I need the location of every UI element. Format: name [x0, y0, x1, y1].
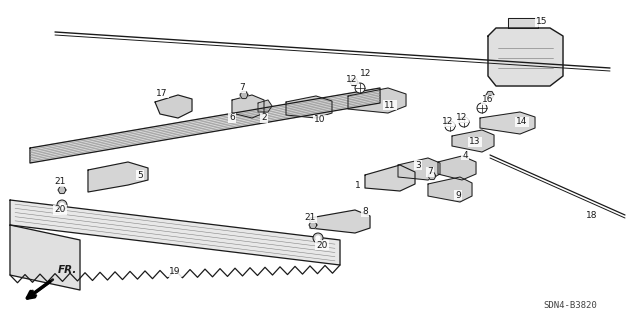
Circle shape: [355, 83, 365, 93]
Polygon shape: [309, 221, 317, 228]
Text: 10: 10: [314, 115, 326, 124]
Text: 19: 19: [169, 268, 180, 277]
Circle shape: [57, 200, 67, 210]
Text: 7: 7: [239, 84, 245, 93]
Text: 12: 12: [442, 117, 454, 127]
Circle shape: [316, 236, 320, 240]
Polygon shape: [58, 187, 66, 193]
Text: 20: 20: [316, 241, 328, 249]
Text: 8: 8: [362, 207, 368, 217]
Text: FR.: FR.: [58, 265, 77, 275]
Text: 12: 12: [346, 76, 358, 85]
Text: 1: 1: [355, 181, 361, 189]
Circle shape: [459, 117, 469, 127]
Polygon shape: [488, 28, 563, 86]
Text: 15: 15: [536, 18, 548, 26]
Text: 21: 21: [54, 177, 66, 187]
Text: 5: 5: [137, 170, 143, 180]
Circle shape: [313, 233, 323, 243]
Polygon shape: [350, 78, 358, 85]
Polygon shape: [286, 96, 332, 118]
Polygon shape: [30, 88, 380, 163]
Polygon shape: [428, 173, 436, 180]
Circle shape: [477, 103, 487, 113]
Text: 12: 12: [360, 70, 372, 78]
Polygon shape: [10, 225, 80, 290]
Text: 9: 9: [455, 190, 461, 199]
Polygon shape: [310, 210, 370, 233]
Text: 21: 21: [304, 213, 316, 222]
Polygon shape: [88, 162, 148, 192]
Text: 3: 3: [415, 160, 421, 169]
Text: 14: 14: [516, 117, 528, 127]
Polygon shape: [258, 100, 272, 112]
Polygon shape: [348, 88, 406, 113]
Polygon shape: [232, 95, 264, 118]
Text: 4: 4: [462, 151, 468, 160]
Text: SDN4-B3820: SDN4-B3820: [543, 300, 597, 309]
Polygon shape: [398, 158, 440, 180]
Text: 16: 16: [483, 95, 493, 105]
Polygon shape: [486, 92, 494, 99]
Polygon shape: [10, 200, 340, 265]
Polygon shape: [452, 130, 494, 152]
Text: 12: 12: [456, 114, 468, 122]
Text: 17: 17: [156, 88, 168, 98]
Polygon shape: [428, 177, 472, 202]
Text: 11: 11: [384, 100, 396, 109]
Text: 7: 7: [427, 167, 433, 176]
Text: 18: 18: [586, 211, 598, 219]
Polygon shape: [508, 18, 538, 28]
Text: 2: 2: [261, 114, 267, 122]
Circle shape: [445, 121, 455, 131]
Text: 6: 6: [229, 114, 235, 122]
Polygon shape: [155, 95, 192, 118]
Circle shape: [240, 91, 248, 99]
Circle shape: [60, 203, 64, 207]
Text: 13: 13: [469, 137, 481, 146]
Polygon shape: [480, 112, 535, 134]
Polygon shape: [438, 156, 476, 180]
Polygon shape: [365, 165, 415, 191]
Text: 20: 20: [54, 205, 66, 214]
